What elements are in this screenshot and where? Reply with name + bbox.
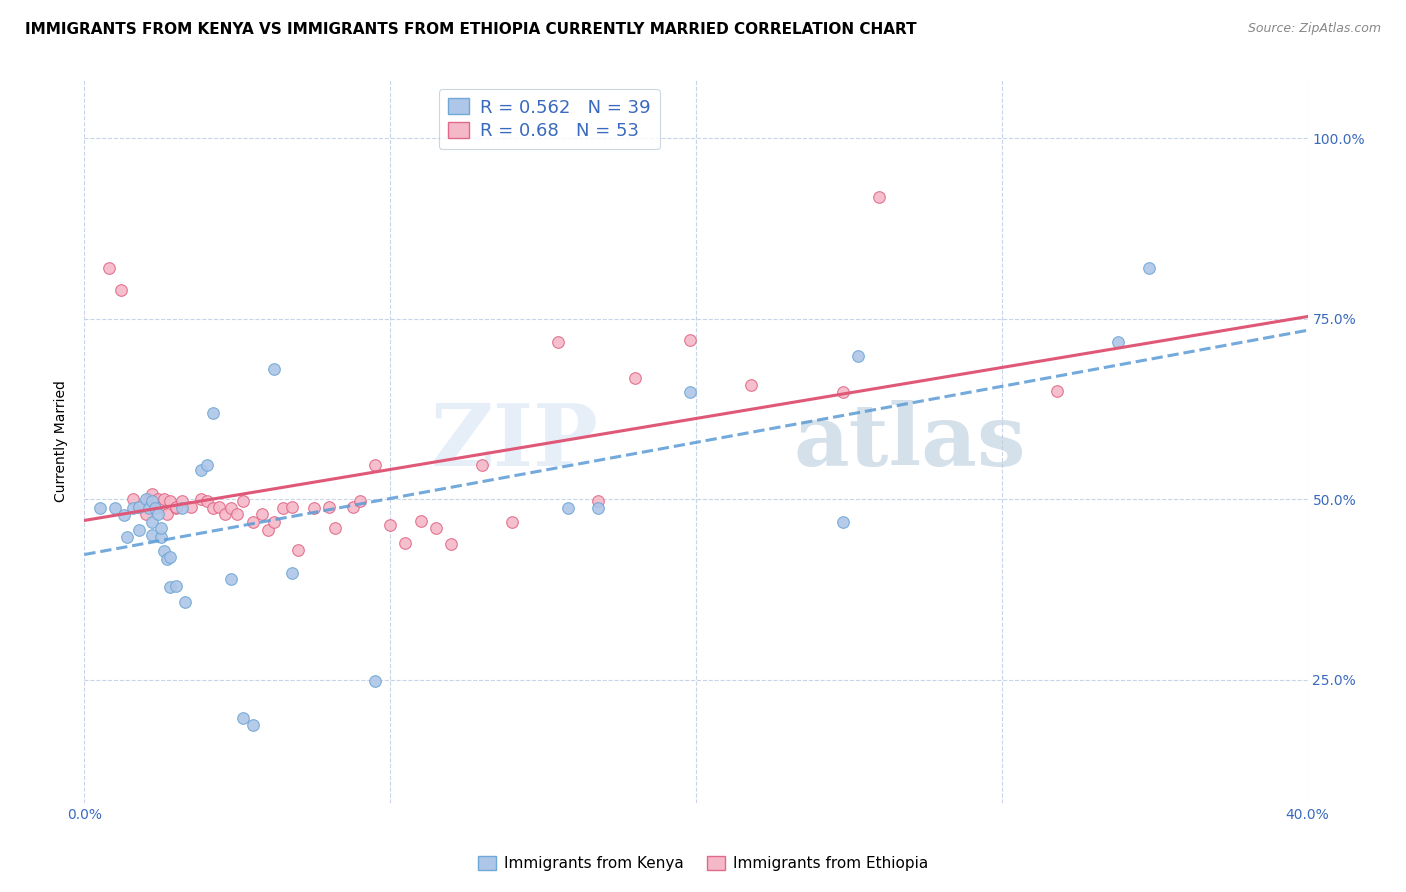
Point (1107, 334, 1129, 349)
Text: Source: ZipAtlas.com: Source: ZipAtlas.com (1247, 22, 1381, 36)
Point (831, 385, 853, 400)
Point (122, 501, 145, 516)
Point (159, 550, 181, 565)
Point (104, 501, 127, 516)
Point (440, 537, 463, 551)
Point (149, 530, 172, 544)
Point (153, 492, 176, 507)
Point (846, 349, 869, 363)
Point (263, 362, 285, 376)
Point (425, 521, 447, 535)
Point (394, 535, 416, 549)
Point (409, 514, 432, 528)
Point (110, 283, 132, 297)
Point (471, 458, 494, 472)
Point (232, 493, 254, 508)
Y-axis label: Currently Married: Currently Married (55, 381, 69, 502)
Point (165, 579, 187, 593)
Point (318, 500, 340, 514)
Point (201, 406, 224, 420)
Point (323, 521, 346, 535)
Point (740, 378, 762, 392)
Point (128, 500, 150, 514)
Point (271, 501, 294, 516)
Point (869, 190, 891, 204)
Point (242, 516, 264, 530)
Point (242, 718, 264, 732)
Point (141, 516, 163, 530)
Text: IMMIGRANTS FROM KENYA VS IMMIGRANTS FROM ETHIOPIA CURRENTLY MARRIED CORRELATION : IMMIGRANTS FROM KENYA VS IMMIGRANTS FROM… (25, 22, 917, 37)
Point (112, 508, 135, 523)
Point (557, 501, 579, 516)
Point (195, 458, 218, 472)
Point (159, 493, 181, 508)
Point (547, 334, 569, 349)
Point (502, 516, 524, 530)
Point (172, 493, 194, 508)
Point (679, 385, 702, 400)
Point (146, 492, 169, 507)
Point (135, 492, 157, 507)
Point (115, 530, 138, 544)
Point (1046, 384, 1069, 398)
Point (208, 500, 231, 514)
Point (122, 492, 145, 507)
Point (149, 521, 172, 535)
Point (214, 507, 236, 521)
Legend: Immigrants from Kenya, Immigrants from Ethiopia: Immigrants from Kenya, Immigrants from E… (472, 850, 934, 877)
Point (153, 544, 176, 558)
Point (138, 492, 160, 507)
Point (679, 334, 702, 348)
Point (195, 493, 218, 508)
Text: atlas: atlas (794, 400, 1026, 483)
Point (342, 500, 364, 514)
Point (97, 261, 120, 276)
Point (831, 516, 853, 530)
Point (149, 500, 172, 514)
Point (250, 507, 273, 521)
Point (165, 501, 187, 516)
Point (172, 501, 194, 516)
Point (141, 493, 163, 508)
Point (287, 542, 309, 557)
Point (180, 500, 202, 514)
Point (624, 371, 647, 385)
Point (89, 501, 111, 516)
Point (138, 501, 160, 516)
Point (190, 492, 212, 507)
Point (135, 507, 157, 521)
Point (586, 493, 609, 508)
Point (159, 581, 181, 595)
Point (146, 507, 169, 521)
Point (156, 507, 179, 521)
Point (232, 710, 254, 724)
Point (165, 500, 187, 514)
Point (128, 500, 150, 514)
Point (141, 486, 163, 500)
Point (219, 572, 242, 586)
Point (364, 458, 387, 472)
Legend: R = 0.562   N = 39, R = 0.68   N = 53: R = 0.562 N = 39, R = 0.68 N = 53 (439, 89, 659, 149)
Text: ZIP: ZIP (430, 400, 598, 483)
Point (1137, 261, 1160, 276)
Point (190, 463, 212, 477)
Point (302, 501, 325, 516)
Point (364, 674, 387, 689)
Point (128, 523, 150, 537)
Point (281, 566, 304, 580)
Point (586, 501, 609, 516)
Point (219, 501, 242, 516)
Point (141, 528, 163, 542)
Point (174, 595, 197, 609)
Point (263, 516, 285, 530)
Point (349, 493, 371, 508)
Point (143, 493, 166, 508)
Point (257, 523, 280, 537)
Point (201, 501, 224, 516)
Point (143, 501, 166, 516)
Point (156, 551, 179, 566)
Point (380, 517, 402, 532)
Point (226, 507, 249, 521)
Point (281, 500, 304, 514)
